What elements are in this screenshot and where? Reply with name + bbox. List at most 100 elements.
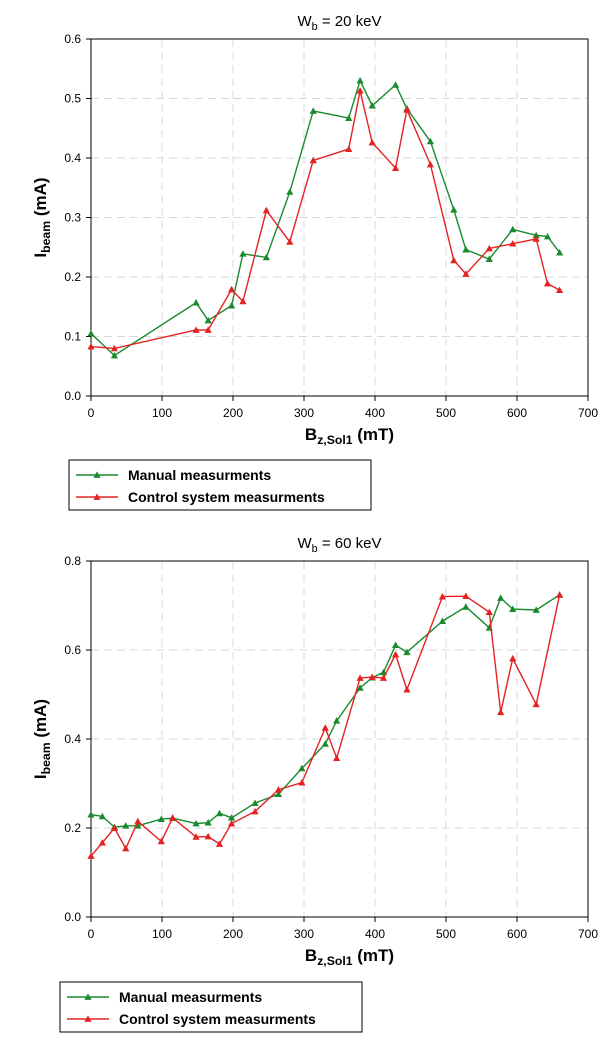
legend-box xyxy=(59,981,363,1033)
data-point xyxy=(379,674,388,681)
data-point xyxy=(426,160,434,168)
chart-panel-2: 0 100 200 300 400 500 600 700 0.0 0.2 0.4 0.6 0.8 Wb … xyxy=(31,535,598,1033)
data-point xyxy=(227,285,236,293)
data-point xyxy=(239,297,247,305)
x-tick-label: 400 xyxy=(365,406,385,420)
data-point xyxy=(110,344,119,352)
data-point xyxy=(192,298,200,306)
data-point xyxy=(309,156,317,164)
x-tick-label: 500 xyxy=(436,406,456,420)
data-point xyxy=(333,754,341,762)
y-axis-label: Ibeam (mA) xyxy=(31,699,53,779)
data-point xyxy=(509,605,517,612)
y-tick-label: 0.3 xyxy=(64,211,81,225)
data-point xyxy=(215,809,224,817)
y-axis-label: Ibeam (mA) xyxy=(31,177,53,257)
data-point xyxy=(403,648,411,656)
data-point xyxy=(87,343,95,350)
data-point xyxy=(497,594,505,601)
x-tick-label: 500 xyxy=(436,927,456,941)
data-point xyxy=(204,326,212,333)
data-point xyxy=(438,593,447,600)
data-point xyxy=(274,786,283,793)
y-tick-label: 0.6 xyxy=(64,643,81,657)
data-point xyxy=(345,145,353,152)
data-point xyxy=(485,244,493,252)
gridlines xyxy=(91,39,588,396)
data-point xyxy=(192,326,200,333)
data-point xyxy=(543,279,552,287)
data-point xyxy=(532,700,540,708)
x-tick-label: 0 xyxy=(88,406,95,420)
data-point xyxy=(391,81,400,88)
data-point xyxy=(438,617,447,624)
y-tick-label: 0.2 xyxy=(64,270,81,284)
data-point xyxy=(110,351,119,359)
y-axis-label-rest: (mA) xyxy=(31,177,50,220)
data-point xyxy=(262,206,270,214)
y-axis-label-main: I xyxy=(31,774,50,779)
legend-marker xyxy=(93,471,101,478)
data-point xyxy=(556,286,564,293)
x-axis-label: Bz,Sol1 (mT) xyxy=(305,425,394,447)
data-point xyxy=(368,673,376,681)
data-point xyxy=(345,114,353,122)
x-tick-label: 700 xyxy=(578,927,598,941)
series-line xyxy=(90,90,560,350)
data-point xyxy=(134,817,142,825)
series-manual xyxy=(87,77,564,359)
data-point xyxy=(321,724,329,731)
x-tick-label: 100 xyxy=(152,927,172,941)
y-tick-label: 0.6 xyxy=(64,32,81,46)
data-point xyxy=(227,819,236,827)
x-tick-label: 600 xyxy=(507,406,527,420)
chart-title: Wb = 60 keV xyxy=(298,535,382,555)
chart-title-subscript: b xyxy=(312,21,318,33)
chart-panel-1: 0 100 200 300 400 500 600 700 0.0 0.1 0.2 0.3 0.4 0.5… xyxy=(31,13,598,511)
x-axis-label-subscript: z,Sol1 xyxy=(317,433,353,447)
data-point xyxy=(356,77,364,84)
legend-label: Control system measurments xyxy=(128,489,325,505)
series-control-system xyxy=(87,87,564,352)
series-line xyxy=(90,78,561,357)
data-point xyxy=(239,250,247,257)
data-point xyxy=(403,686,411,693)
x-axis-label-rest: (mT) xyxy=(353,425,395,444)
data-point xyxy=(462,592,470,600)
y-tick-label: 0.0 xyxy=(64,389,81,403)
data-point xyxy=(368,138,376,146)
y-axis-label-main: I xyxy=(31,253,50,258)
x-tick-label: 0 xyxy=(88,927,95,941)
data-point xyxy=(509,240,517,247)
data-point xyxy=(157,815,165,822)
legend: Manual measurments Control system measurm… xyxy=(68,459,372,511)
data-point xyxy=(543,232,552,240)
y-axis-label-subscript: beam xyxy=(39,742,53,774)
legend-label: Manual measurments xyxy=(119,989,262,1005)
data-point xyxy=(286,238,294,245)
x-tick-label: 400 xyxy=(365,927,385,941)
chart-title: Wb = 20 keV xyxy=(298,13,382,33)
y-tick-label: 0.5 xyxy=(64,92,81,106)
data-point xyxy=(122,844,130,852)
x-tick-label: 300 xyxy=(294,406,314,420)
data-point xyxy=(192,833,200,840)
data-point xyxy=(262,253,270,261)
data-point xyxy=(215,840,224,847)
legend-marker xyxy=(84,993,92,1000)
y-axis-label-subscript: beam xyxy=(39,221,53,253)
legend-box xyxy=(68,459,372,511)
x-tick-label: 600 xyxy=(507,927,527,941)
data-point xyxy=(98,839,106,846)
series-line xyxy=(90,594,561,857)
data-point xyxy=(321,740,329,747)
data-point xyxy=(98,812,106,820)
legend: Manual measurments Control system measurm… xyxy=(59,981,363,1033)
chart-title-subscript: b xyxy=(312,543,318,555)
x-axis-label-rest: (mT) xyxy=(353,946,395,965)
data-point xyxy=(391,164,400,171)
x-axis-label-subscript: z,Sol1 xyxy=(317,954,353,968)
data-point xyxy=(204,316,212,324)
data-point xyxy=(556,249,564,256)
